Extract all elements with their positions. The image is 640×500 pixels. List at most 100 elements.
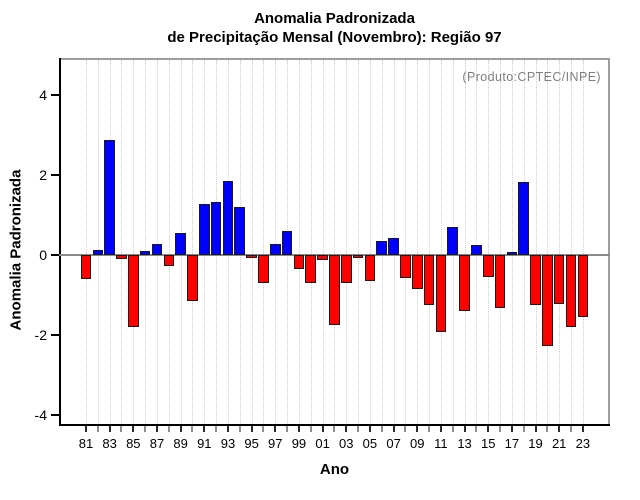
x-tick-label: 81 <box>78 436 94 451</box>
x-tick-label: 19 <box>528 436 543 451</box>
plot-frame-top <box>59 58 610 60</box>
bar-positive <box>518 182 529 255</box>
x-gridline <box>263 60 265 424</box>
x-tick <box>191 426 194 432</box>
x-tick-label: 11 <box>434 436 448 451</box>
x-tick <box>392 426 395 432</box>
bar-negative <box>128 255 139 328</box>
bar-negative <box>494 255 506 308</box>
x-tick <box>167 426 170 432</box>
y-tick <box>51 174 59 176</box>
x-gridline <box>440 60 442 424</box>
x-gridline <box>298 60 300 424</box>
bar-positive <box>234 206 246 255</box>
x-tick <box>120 426 123 432</box>
x-tick-label: 05 <box>362 436 378 451</box>
bar-positive <box>471 245 482 255</box>
x-gridline <box>251 60 253 424</box>
x-tick <box>510 426 513 432</box>
x-tick <box>262 426 265 432</box>
bar-negative <box>258 255 269 283</box>
x-tick <box>404 426 407 432</box>
x-tick <box>499 426 502 432</box>
bar-positive <box>92 249 104 255</box>
chart-title: Anomalia Padronizada de Precipitação Men… <box>59 9 610 47</box>
x-tick <box>274 426 277 432</box>
bar-positive <box>222 181 234 255</box>
x-tick-label: 17 <box>504 436 520 451</box>
bar-positive <box>199 203 210 255</box>
x-tick-label: 01 <box>315 436 330 451</box>
x-tick <box>309 426 312 432</box>
x-gridline <box>464 60 466 424</box>
x-gridline <box>310 60 312 424</box>
bar-negative <box>163 255 175 266</box>
bar-negative <box>542 255 553 346</box>
x-tick <box>321 426 324 432</box>
y-axis-line <box>59 58 61 426</box>
x-tick <box>558 426 561 432</box>
x-tick <box>357 426 360 432</box>
x-gridline <box>346 60 348 424</box>
bar-positive <box>151 244 163 255</box>
bar-positive <box>210 202 222 255</box>
bar-negative <box>246 255 257 258</box>
x-axis-line <box>59 424 610 426</box>
bar-negative <box>553 255 565 304</box>
x-gridline <box>405 60 407 424</box>
bar-negative <box>423 255 435 305</box>
x-tick <box>439 426 442 432</box>
x-gridline <box>358 60 360 424</box>
y-tick <box>51 414 59 416</box>
x-tick <box>534 426 537 432</box>
chart-title-line1: Anomalia Padronizada <box>254 10 415 27</box>
bar-positive <box>388 238 399 255</box>
bar-positive <box>104 139 115 255</box>
x-tick <box>215 426 218 432</box>
x-gridline <box>511 60 513 424</box>
x-tick <box>333 426 336 432</box>
plot-frame-right <box>608 58 610 426</box>
y-tick <box>51 254 59 256</box>
x-tick <box>96 426 99 432</box>
x-tick <box>487 426 490 432</box>
x-tick <box>108 426 111 432</box>
bar-negative <box>317 255 328 261</box>
x-tick <box>132 426 135 432</box>
x-tick <box>144 426 147 432</box>
x-gridline <box>476 60 478 424</box>
bar-negative <box>435 255 447 333</box>
x-gridline <box>86 60 87 424</box>
bar-negative <box>364 255 376 281</box>
x-tick-label: 87 <box>149 436 165 451</box>
bar-negative <box>305 255 317 284</box>
bar-negative <box>80 255 92 280</box>
y-tick <box>51 94 59 96</box>
x-tick <box>416 426 419 432</box>
bar-negative <box>293 255 305 269</box>
x-tick-label: 21 <box>551 436 567 451</box>
y-tick <box>51 334 59 336</box>
x-gridline <box>322 60 324 424</box>
x-tick <box>286 426 289 432</box>
bar-negative <box>411 255 423 289</box>
x-tick-label: 07 <box>386 436 401 451</box>
bar-positive <box>269 243 281 255</box>
x-gridline <box>535 60 537 424</box>
x-tick <box>297 426 300 432</box>
x-tick <box>226 426 229 432</box>
y-tick-label: 2 <box>39 167 47 183</box>
x-tick-label: 09 <box>410 436 425 451</box>
x-axis-title: Ano <box>319 461 350 478</box>
x-tick <box>570 426 573 432</box>
x-gridline <box>500 60 502 424</box>
bar-positive <box>139 250 151 255</box>
x-tick <box>546 426 549 432</box>
x-tick <box>85 426 87 432</box>
bar-positive <box>175 233 186 255</box>
bar-negative <box>577 255 589 317</box>
x-tick <box>428 426 431 432</box>
x-tick-label: 99 <box>291 436 307 451</box>
bar-negative <box>340 255 352 284</box>
